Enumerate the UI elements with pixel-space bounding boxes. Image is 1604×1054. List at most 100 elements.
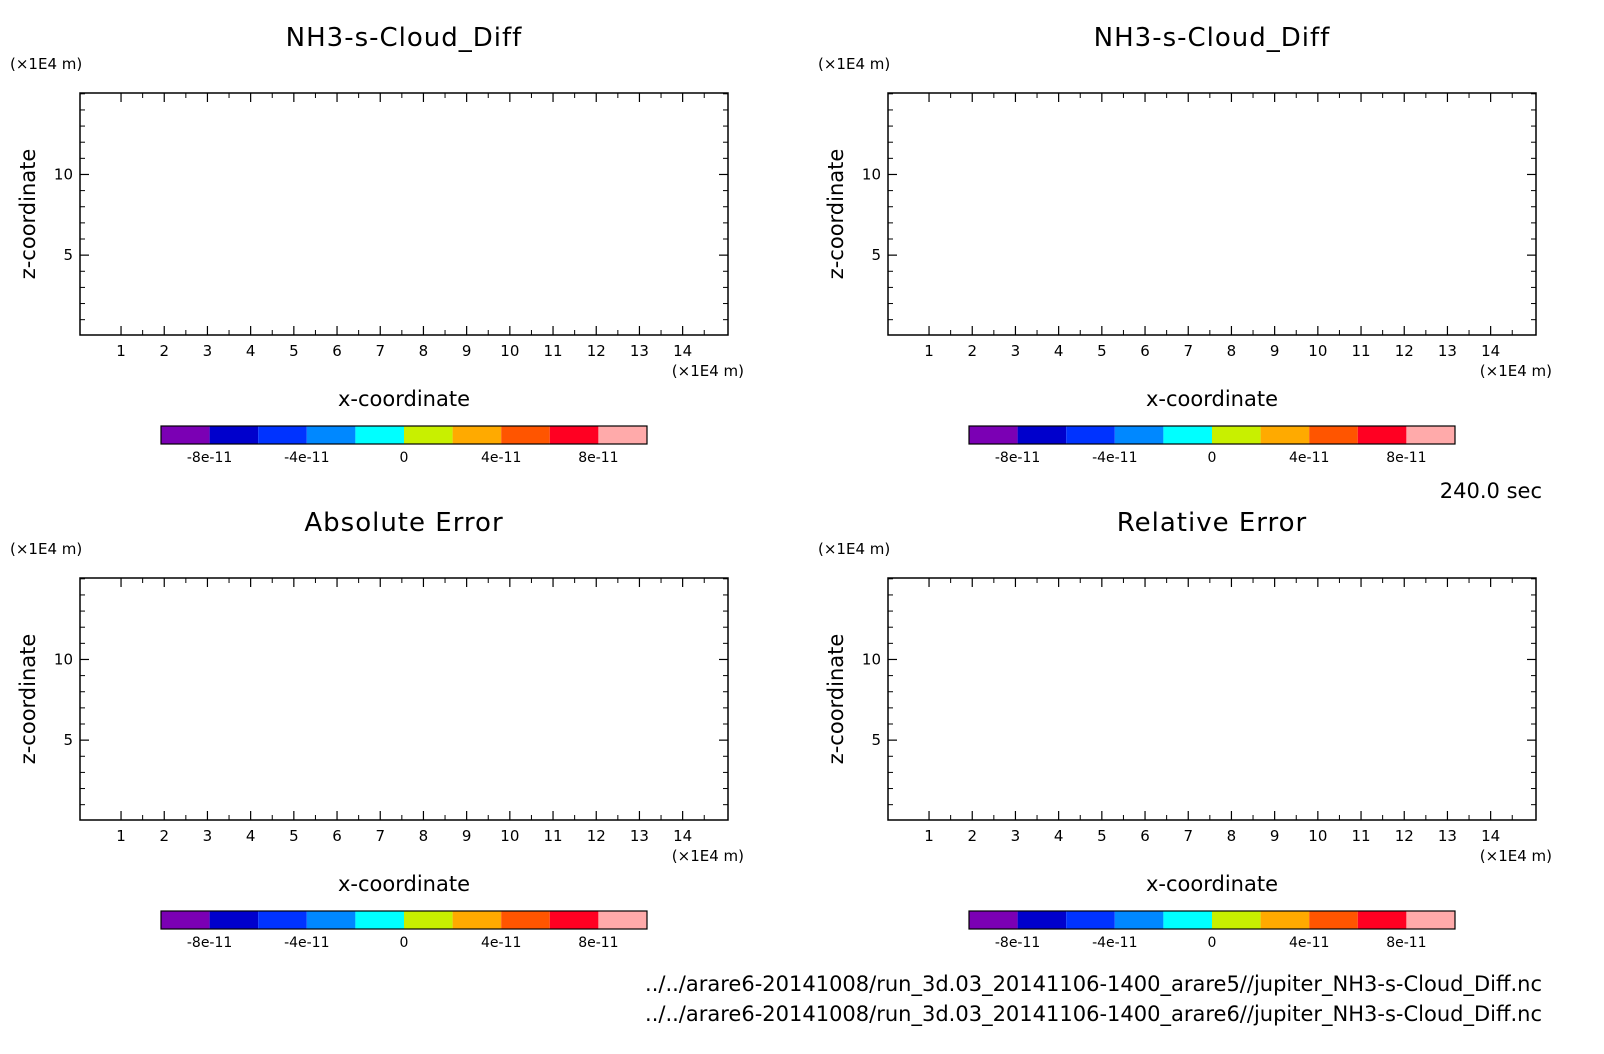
colorbar-swatch <box>1309 911 1358 929</box>
colorbar-swatch <box>306 911 356 929</box>
colorbar-swatch <box>258 426 307 444</box>
colorbar-swatch <box>355 911 404 929</box>
x-unit-label: (×1E4 m) <box>1480 362 1552 380</box>
colorbar-tick-label: -4e-11 <box>284 935 329 951</box>
colorbar-swatch <box>1260 426 1310 444</box>
x-unit-label: (×1E4 m) <box>672 847 744 865</box>
chart-panel: Relative Error(×1E4 m)1 2 3 4 5 6 7 8 9 10 11 12 13 1… <box>818 508 1552 951</box>
colorbar-swatch <box>452 426 502 444</box>
colorbar-swatch <box>1357 911 1407 929</box>
colorbar-frame <box>160 425 648 445</box>
x-tick-label: 14 <box>673 827 692 845</box>
x-tick-label: 3 <box>203 827 213 845</box>
x-tick-label: 8 <box>419 827 429 845</box>
y-tick-label: 10 <box>54 650 73 668</box>
x-tick-label: 8 <box>419 342 429 360</box>
y-tick-label: 10 <box>862 650 881 668</box>
colorbar-tick-label: 0 <box>400 450 409 466</box>
y-axis-label: z-coordinate <box>824 634 848 765</box>
x-tick-label: 10 <box>500 342 519 360</box>
x-tick-label: 6 <box>332 342 342 360</box>
colorbar-swatch <box>598 426 647 444</box>
x-tick-label: 14 <box>673 342 692 360</box>
colorbar-tick-label: -8e-11 <box>187 935 232 951</box>
x-tick-label: 6 <box>1140 827 1150 845</box>
x-tick-label: 4 <box>246 342 256 360</box>
colorbar-tick-label: 4e-11 <box>481 935 521 951</box>
x-tick-label: 14 <box>1481 827 1500 845</box>
y-unit-label: (×1E4 m) <box>10 540 82 558</box>
x-tick-label: 5 <box>1097 827 1107 845</box>
chart-panel: NH3-s-Cloud_Diff(×1E4 m)1 2 3 4 5 6 7 8 9 10 11 12 1… <box>818 23 1552 466</box>
x-tick-label: 3 <box>1011 342 1021 360</box>
x-tick-label: 8 <box>1227 827 1237 845</box>
colorbar-tick-label: 4e-11 <box>1289 450 1329 466</box>
x-tick-label: 12 <box>587 342 606 360</box>
x-tick-label: 11 <box>543 342 562 360</box>
colorbar-swatch <box>1406 426 1455 444</box>
x-tick-label: 11 <box>1351 342 1370 360</box>
colorbar-frame <box>968 910 1456 930</box>
x-tick-label: 7 <box>375 827 385 845</box>
colorbar-swatch <box>209 911 259 929</box>
colorbar-swatch <box>1066 911 1115 929</box>
x-tick-label: 10 <box>500 827 519 845</box>
x-tick-label: 9 <box>462 342 472 360</box>
plot-frame <box>79 577 729 821</box>
x-tick-label: 7 <box>1183 342 1193 360</box>
colorbar-tick-label: 8e-11 <box>578 450 618 466</box>
x-tick-label: 5 <box>1097 342 1107 360</box>
x-tick-label: 1 <box>924 827 934 845</box>
chart-title: Absolute Error <box>304 508 503 538</box>
colorbar-tick-label: 8e-11 <box>1386 450 1426 466</box>
chart-title: Relative Error <box>1117 508 1308 538</box>
x-tick-label: 2 <box>967 342 977 360</box>
colorbar-tick-label: 0 <box>1208 935 1217 951</box>
x-tick-label: 9 <box>462 827 472 845</box>
x-tick-label: 4 <box>246 827 256 845</box>
colorbar-frame <box>968 425 1456 445</box>
file-path-1: ../../arare6-20141008/run_3d.03_20141106… <box>645 972 1542 997</box>
colorbar-swatch <box>969 911 1018 929</box>
plot-frame <box>887 92 1537 336</box>
x-tick-label: 11 <box>1351 827 1370 845</box>
x-tick-label: 12 <box>587 827 606 845</box>
colorbar-swatch <box>1066 426 1115 444</box>
x-tick-label: 13 <box>1438 342 1457 360</box>
colorbar-swatch <box>1114 426 1164 444</box>
colorbar-swatch <box>969 426 1018 444</box>
y-tick-label: 10 <box>862 165 881 183</box>
y-unit-label: (×1E4 m) <box>818 55 890 73</box>
x-tick-label: 7 <box>375 342 385 360</box>
colorbar-tick-label: -4e-11 <box>1092 450 1137 466</box>
x-tick-label: 13 <box>1438 827 1457 845</box>
x-axis-label: x-coordinate <box>1146 387 1278 411</box>
x-tick-label: 13 <box>630 342 649 360</box>
colorbar-swatch <box>1163 426 1212 444</box>
colorbar-tick-label: 0 <box>1208 450 1217 466</box>
plot-frame <box>79 92 729 336</box>
chart-title: NH3-s-Cloud_Diff <box>286 23 523 53</box>
colorbar-swatch <box>452 911 502 929</box>
colorbar-tick-label: 8e-11 <box>1386 935 1426 951</box>
colorbar-swatch <box>598 911 647 929</box>
plot-frame <box>887 577 1537 821</box>
x-tick-label: 1 <box>116 827 126 845</box>
colorbar-tick-label: -4e-11 <box>1092 935 1137 951</box>
y-tick-label: 10 <box>54 165 73 183</box>
y-unit-label: (×1E4 m) <box>10 55 82 73</box>
colorbar-swatch <box>161 911 210 929</box>
colorbar-swatch <box>1212 426 1261 444</box>
colorbar-tick-label: -8e-11 <box>995 935 1040 951</box>
colorbar-swatch <box>404 426 453 444</box>
x-axis-label: x-coordinate <box>338 387 470 411</box>
y-axis-label: z-coordinate <box>16 634 40 765</box>
chart-panel: NH3-s-Cloud_Diff(×1E4 m)1 2 3 4 5 6 7 8 9 10 11 12 1… <box>10 23 744 466</box>
colorbar-swatch <box>501 911 550 929</box>
y-axis-label: z-coordinate <box>16 149 40 280</box>
x-tick-label: 12 <box>1395 342 1414 360</box>
chart-panel: Absolute Error(×1E4 m)1 2 3 4 5 6 7 8 9 10 11 12 13 1… <box>10 508 744 951</box>
colorbar-swatch <box>161 426 210 444</box>
y-tick-label: 5 <box>871 246 881 264</box>
